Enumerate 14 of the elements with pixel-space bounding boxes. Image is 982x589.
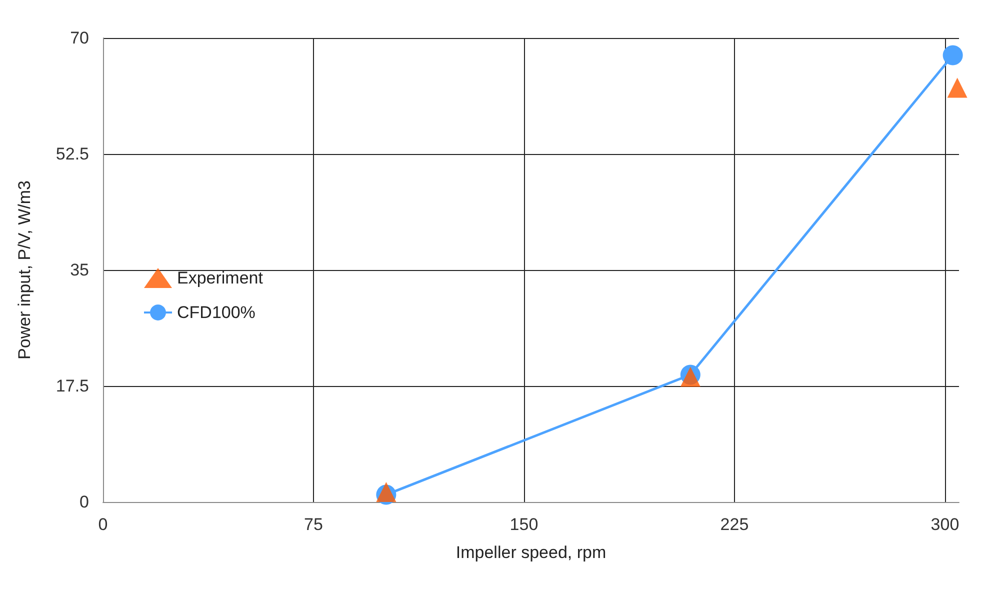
y-axis-title: Power input, P/V, W/m3 (15, 180, 34, 360)
y-tick-label: 52.5 (56, 144, 89, 164)
y-tick-label: 35 (70, 260, 89, 280)
x-axis-title: Impeller speed, rpm (456, 543, 606, 562)
x-tick-label: 75 (304, 515, 323, 534)
y-tick-label: 70 (70, 28, 89, 48)
legend-label: CFD100% (177, 303, 256, 322)
x-tick-label: 0 (98, 515, 108, 534)
x-tick-label: 150 (510, 515, 538, 534)
y-tick-label: 0 (80, 492, 89, 512)
x-tick-label: 225 (720, 515, 749, 534)
legend-label: Experiment (177, 268, 264, 288)
x-tick-label: 300 (930, 515, 960, 534)
y-tick-label: 17.5 (56, 376, 89, 396)
